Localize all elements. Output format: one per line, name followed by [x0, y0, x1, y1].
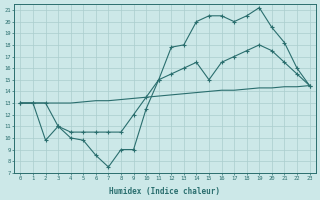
X-axis label: Humidex (Indice chaleur): Humidex (Indice chaleur): [109, 187, 220, 196]
